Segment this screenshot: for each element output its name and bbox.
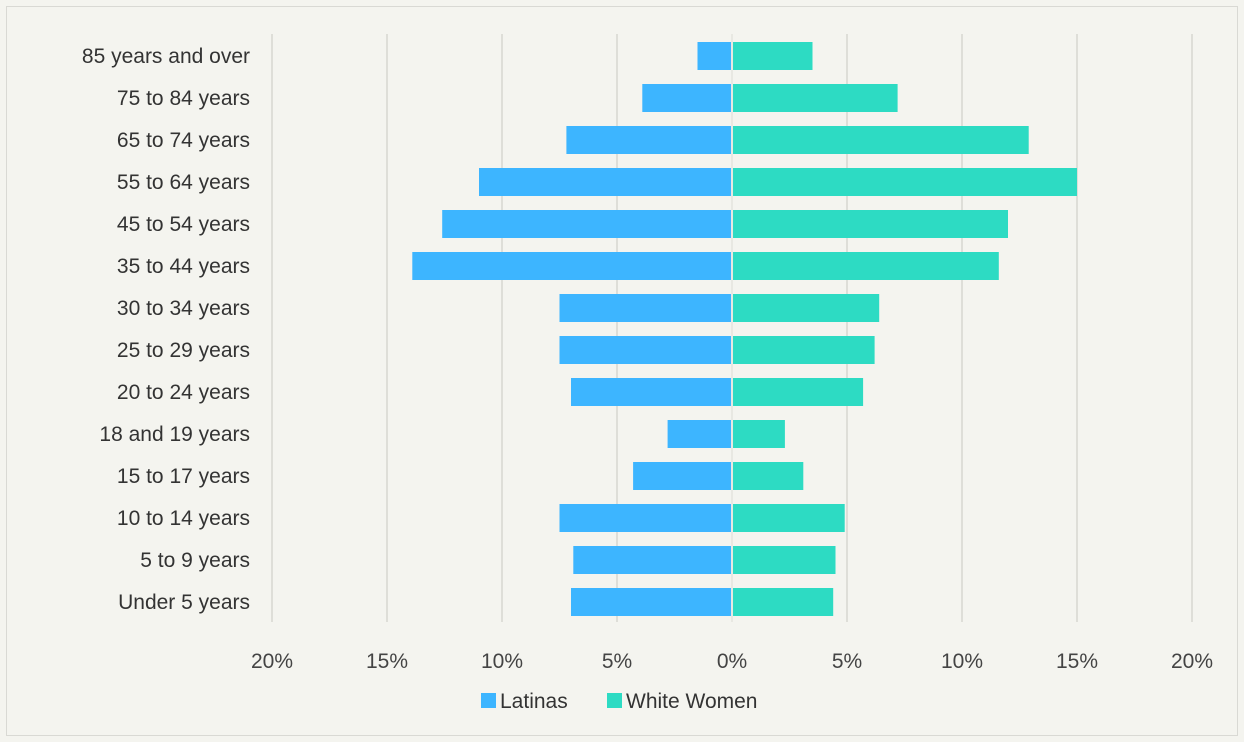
category-labels: 85 years and over 75 to 84 years 65 to 74 … <box>82 45 250 614</box>
bar-white-women <box>732 378 864 406</box>
category-label: 18 and 19 years <box>99 423 250 446</box>
bar-latinas <box>697 42 732 70</box>
bar-latinas <box>571 588 732 616</box>
bar-latinas <box>412 252 732 280</box>
bar-white-women <box>732 588 834 616</box>
x-tick-label: 10% <box>941 650 983 673</box>
x-tick-label: 10% <box>481 650 523 673</box>
bar-white-women <box>732 504 845 532</box>
bar-white-women <box>732 168 1077 196</box>
bar-white-women <box>732 252 999 280</box>
bar-latinas <box>559 504 732 532</box>
legend: Latinas White Women <box>481 690 758 713</box>
bar-white-women <box>732 420 785 448</box>
category-label: 75 to 84 years <box>117 87 250 110</box>
bar-latinas <box>633 462 732 490</box>
category-label: 35 to 44 years <box>117 255 250 278</box>
legend-label: White Women <box>626 690 758 713</box>
category-label: 85 years and over <box>82 45 250 68</box>
x-tick-label: 5% <box>602 650 632 673</box>
bars <box>412 42 1077 616</box>
bar-latinas <box>642 84 732 112</box>
category-label: 65 to 74 years <box>117 129 250 152</box>
bar-latinas <box>571 378 732 406</box>
category-label: 20 to 24 years <box>117 381 250 404</box>
category-label: 30 to 34 years <box>117 297 250 320</box>
bar-white-women <box>732 126 1029 154</box>
legend-swatch <box>607 693 622 708</box>
x-tick-label: 20% <box>251 650 293 673</box>
category-label: 5 to 9 years <box>140 549 250 572</box>
category-label: Under 5 years <box>118 591 250 614</box>
category-label: 15 to 17 years <box>117 465 250 488</box>
x-tick-label: 15% <box>366 650 408 673</box>
x-tick-labels: 20% 15% 10% 5% 0% 5% 10% 15% 20% <box>251 650 1213 673</box>
bar-latinas <box>573 546 732 574</box>
category-label: 25 to 29 years <box>117 339 250 362</box>
x-tick-label: 5% <box>832 650 862 673</box>
bar-latinas <box>559 336 732 364</box>
bar-latinas <box>442 210 732 238</box>
x-tick-label: 20% <box>1171 650 1213 673</box>
bar-white-women <box>732 84 898 112</box>
bar-white-women <box>732 294 880 322</box>
bar-white-women <box>732 336 875 364</box>
bar-latinas <box>559 294 732 322</box>
x-tick-label: 0% <box>717 650 747 673</box>
category-label: 45 to 54 years <box>117 213 250 236</box>
category-label: 10 to 14 years <box>117 507 250 530</box>
bar-white-women <box>732 210 1008 238</box>
bar-latinas <box>479 168 732 196</box>
x-tick-label: 15% <box>1056 650 1098 673</box>
bar-white-women <box>732 546 836 574</box>
bar-latinas <box>566 126 732 154</box>
category-label: 55 to 64 years <box>117 171 250 194</box>
bar-latinas <box>667 420 732 448</box>
bar-white-women <box>732 42 813 70</box>
bar-white-women <box>732 462 804 490</box>
legend-label: Latinas <box>500 690 568 713</box>
legend-swatch <box>481 693 496 708</box>
